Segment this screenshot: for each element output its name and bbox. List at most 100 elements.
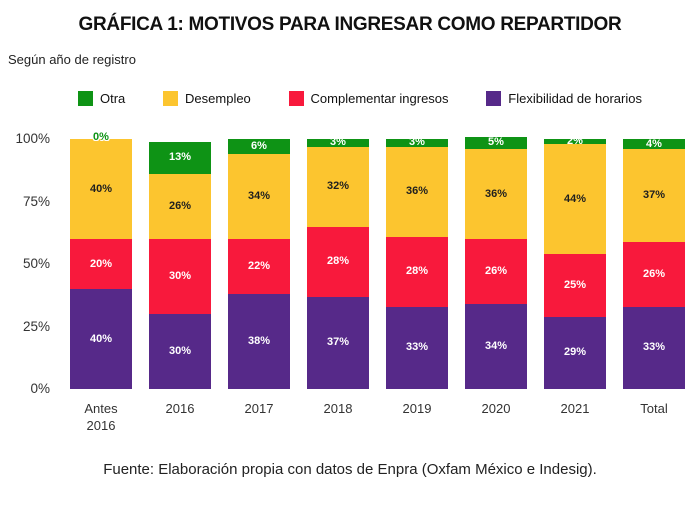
segment-value-label: 37% (326, 336, 350, 349)
legend-label: Complementar ingresos (310, 91, 449, 106)
segment-value-label: 6% (251, 140, 267, 152)
bar: 3% 36% 28% 33% (386, 136, 448, 389)
segment-value-label: 3% (330, 136, 346, 149)
bar-segment: 5% (465, 136, 527, 149)
bar-segment: 13% (149, 141, 211, 174)
bar-segment: 33% (386, 306, 448, 389)
bar-segment: 26% (149, 174, 211, 239)
bar-segment: 28% (386, 236, 448, 307)
legend-label: Desempleo (185, 91, 251, 106)
segment-value-label: 32% (326, 180, 350, 192)
segment-value-label: 25% (563, 278, 587, 291)
legend-label: Flexibilidad de horarios (508, 91, 642, 106)
bar: 4% 37% 26% 33% (623, 137, 685, 389)
legend-swatch-icon (486, 91, 502, 106)
bar-segment: 2% (544, 135, 606, 147)
segment-value-label: 36% (405, 185, 429, 197)
segment-value-label: 2% (567, 135, 583, 147)
legend-item: Otra (78, 91, 125, 106)
legend-swatch-icon (288, 91, 304, 106)
segment-value-label: 40% (89, 332, 113, 345)
segment-value-label: 38% (247, 335, 271, 347)
segment-value-label: 29% (563, 346, 587, 359)
bar-segment: 36% (386, 146, 448, 237)
bar-segment: 37% (623, 149, 685, 242)
segment-value-label: 26% (168, 200, 192, 212)
bar-segment: 4% (623, 137, 685, 150)
segment-value-label: 30% (168, 345, 192, 357)
bar-segment: 32% (307, 146, 369, 227)
legend-swatch-icon (78, 91, 93, 106)
segment-value-label: 5% (488, 136, 504, 149)
segment-value-label: 4% (646, 137, 662, 150)
bar-segment: 28% (307, 226, 369, 297)
bar-segment: 30% (149, 314, 211, 389)
segment-value-label: 44% (563, 192, 587, 205)
segment-value-label: 22% (247, 260, 271, 272)
legend-label: Otra (100, 91, 126, 106)
bar-segment: 20% (70, 239, 132, 289)
x-tick-label: 2018 (323, 401, 353, 416)
bar-segment: 34% (465, 304, 527, 389)
bar-segment: 3% (386, 136, 448, 149)
zero-value-label: 0% (93, 131, 109, 143)
bar-segment: 34% (228, 154, 290, 239)
y-tick-label: 50% (22, 256, 50, 271)
segment-value-label: 30% (168, 270, 192, 282)
bars-area: 0% 40% 20% 40% 13% 26% 30% 30% 6% 34% 22% 38% 3% 32% 2… (70, 132, 700, 389)
bar-segment: 38% (228, 294, 290, 389)
x-tick-label: 2017 (244, 401, 274, 416)
x-axis: Antes 2016 2016 2017 2018 2019 2020 2021 Total (0, 401, 700, 435)
bar-segment: 40% (70, 139, 132, 239)
segment-value-label: 3% (409, 136, 425, 149)
bar: 13% 26% 30% 30% (149, 141, 211, 389)
x-tick-label: Total (640, 401, 668, 416)
x-tick-label: Antes 2016 (84, 401, 118, 433)
bar-segment: 26% (465, 239, 527, 304)
bar-segment: 44% (544, 144, 606, 254)
legend-item: Flexibilidad de horarios (486, 91, 642, 106)
y-tick-label: 100% (15, 131, 50, 146)
bar-segment: 33% (623, 306, 685, 389)
bar-segment: 30% (149, 239, 211, 314)
legend: Otra Desempleo Complementar ingresos Flexib… (78, 91, 642, 106)
segment-value-label: 26% (484, 265, 508, 277)
x-tick-label: 2020 (481, 401, 511, 416)
source-note: Fuente: Elaboración propia con datos de … (103, 460, 597, 478)
y-axis: 100% 75% 50% 25% 0% (0, 131, 58, 396)
segment-value-label: 33% (405, 341, 429, 354)
x-tick-label: 2019 (402, 401, 432, 416)
bar-segment: 25% (544, 254, 606, 317)
bar-segment: 37% (307, 296, 369, 389)
y-tick-label: 0% (30, 381, 50, 396)
bar-segment: 6% (228, 139, 290, 154)
segment-value-label: 40% (89, 182, 113, 195)
bar-segment: 3% (307, 136, 369, 149)
segment-value-label: 20% (89, 257, 113, 270)
segment-value-label: 28% (405, 265, 429, 277)
bar-segment: 40% (70, 289, 132, 389)
bar: 6% 34% 22% 38% (228, 139, 290, 389)
segment-value-label: 34% (247, 190, 271, 202)
x-tick-label: 2016 (165, 401, 195, 416)
chart-title: GRÁFICA 1: MOTIVOS PARA INGRESAR COMO RE… (78, 14, 622, 35)
segment-value-label: 36% (484, 187, 508, 200)
bar: 0% 40% 20% 40% (70, 132, 132, 389)
segment-value-label: 13% (168, 151, 192, 164)
segment-value-label: 28% (326, 255, 350, 267)
segment-value-label: 37% (642, 188, 666, 201)
segment-value-label: 33% (642, 341, 666, 354)
y-tick-label: 75% (22, 193, 50, 209)
bar-segment: 26% (623, 241, 685, 307)
bar-segment: 29% (544, 316, 606, 389)
bar-segment: 36% (465, 149, 527, 239)
bar: 2% 44% 25% 29% (544, 135, 606, 389)
legend-item: Desempleo (163, 91, 251, 106)
legend-item: Complementar ingresos (288, 91, 449, 106)
bar: 3% 32% 28% 37% (307, 136, 369, 389)
bar: 5% 36% 26% 34% (465, 136, 527, 389)
legend-swatch-icon (163, 91, 179, 106)
plot-area: 100% 75% 50% 25% 0% 0% 40% 20% 40% 13% 26% 30% 30% 6… (0, 131, 700, 396)
x-tick-label: 2021 (560, 401, 590, 416)
